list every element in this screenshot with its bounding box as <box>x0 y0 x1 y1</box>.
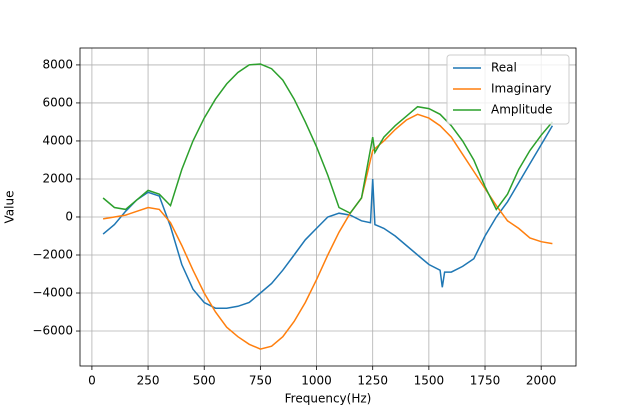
y-tick-label: −4000 <box>32 286 73 300</box>
legend: Real Imaginary Amplitude <box>446 54 570 125</box>
x-tick-label: 1000 <box>301 374 332 388</box>
y-tick-label: 8000 <box>42 57 73 71</box>
x-tick-label: 500 <box>193 374 216 388</box>
y-tick-label: 2000 <box>42 171 73 185</box>
data-line <box>102 113 553 350</box>
y-tick-label: 6000 <box>42 95 73 109</box>
plot-frame <box>79 47 577 367</box>
x-tick-label: 750 <box>249 374 272 388</box>
legend-label: Real <box>491 61 517 75</box>
x-tick-label: 1250 <box>357 374 388 388</box>
data-line <box>102 63 553 215</box>
y-axis-label: Value <box>3 191 17 224</box>
legend-label: Imaginary <box>491 82 552 96</box>
y-tick-label: 4000 <box>42 133 73 147</box>
y-tick-label: 0 <box>65 209 73 223</box>
x-tick-label: 0 <box>88 374 96 388</box>
y-tick-label: −6000 <box>32 324 73 338</box>
legend-label: Amplitude <box>491 103 553 117</box>
legend-box <box>446 54 570 125</box>
x-tick-label: 250 <box>137 374 160 388</box>
y-tick-label: −2000 <box>32 247 73 261</box>
x-tick-label: 1500 <box>414 374 445 388</box>
data-line <box>102 125 554 309</box>
x-axis-label: Frequency(Hz) <box>285 392 372 406</box>
x-tick-label: 2000 <box>526 374 557 388</box>
x-tick-label: 1750 <box>470 374 501 388</box>
